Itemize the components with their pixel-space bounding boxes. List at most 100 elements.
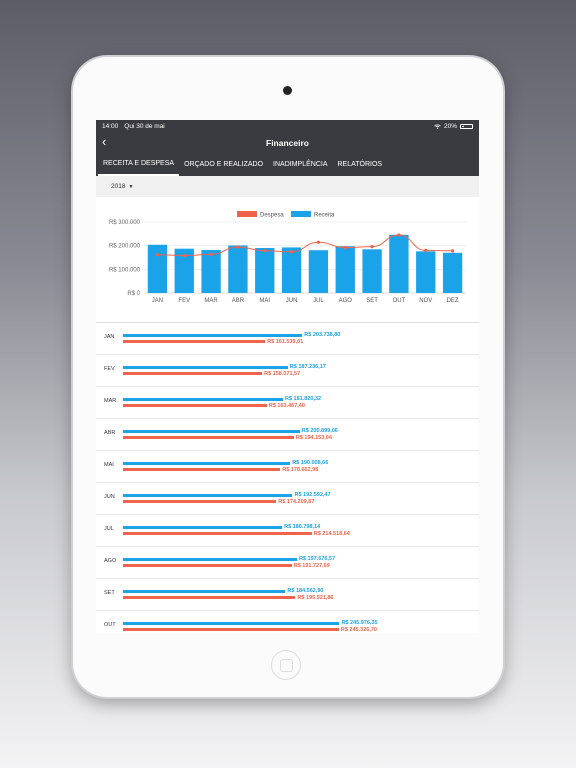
receita-value: R$ 181.820,32	[285, 396, 322, 402]
tab-orcado-realizado[interactable]: ORÇADO E REALIZADO	[184, 161, 264, 168]
x-tick-label: JUN	[286, 298, 298, 304]
legend-receita-swatch	[291, 211, 311, 217]
despesa-bar	[123, 404, 267, 407]
despesa-bar	[123, 340, 266, 343]
x-tick-label: FEV	[178, 298, 190, 304]
month-label: AGO	[104, 558, 117, 564]
bar-receita	[308, 250, 329, 293]
tab-receita-despesa[interactable]: RECEITA E DESPESA	[98, 153, 180, 176]
month-row[interactable]: JUN R$ 192.592,47 R$ 174.209,87	[96, 483, 479, 515]
status-time: 14:00	[102, 122, 119, 130]
despesa-value: R$ 194.153,04	[295, 435, 332, 441]
x-tick-label: SET	[366, 298, 378, 304]
wifi-icon	[434, 123, 441, 129]
despesa-bar	[123, 532, 312, 535]
point-despesa	[343, 246, 347, 250]
month-row[interactable]: MAR R$ 181.820,32 R$ 163.467,40	[96, 387, 479, 419]
back-icon[interactable]: ‹	[102, 134, 107, 149]
receita-value: R$ 192.592,47	[294, 492, 331, 498]
despesa-value: R$ 214.518,64	[313, 531, 350, 537]
x-tick-label: MAI	[259, 298, 270, 304]
despesa-bar	[123, 628, 339, 631]
month-label: OUT	[104, 622, 116, 628]
despesa-value: R$ 174.209,87	[278, 499, 315, 505]
point-despesa	[209, 252, 213, 256]
bar-receita	[416, 251, 436, 293]
month-row[interactable]: JAN R$ 203.738,80 R$ 161.539,01	[96, 323, 479, 355]
x-tick-label: DEZ	[447, 298, 459, 304]
y-tick-label: R$ 300.000	[109, 220, 141, 226]
point-despesa	[155, 253, 160, 257]
receita-bar	[123, 526, 283, 529]
point-despesa	[289, 250, 294, 254]
receita-value: R$ 200.899,06	[301, 428, 338, 434]
month-label: ABR	[104, 430, 116, 436]
status-date: Qui 30 de mai	[124, 122, 165, 130]
bar-receita	[174, 248, 194, 293]
despesa-value: R$ 163.467,40	[268, 403, 305, 409]
year-filter[interactable]: 2018 ▼	[96, 176, 479, 197]
despesa-value: R$ 161.539,01	[267, 339, 304, 345]
bar-receita	[228, 245, 248, 293]
receita-bar	[123, 430, 300, 433]
month-row[interactable]: ABR R$ 200.899,06 R$ 194.153,04	[96, 419, 479, 451]
despesa-value: R$ 191.727,69	[293, 563, 330, 569]
point-despesa	[182, 253, 186, 258]
x-tick-label: AGO	[339, 298, 353, 304]
bar-receita	[442, 252, 463, 293]
point-despesa	[397, 233, 401, 237]
receita-value: R$ 197.676,57	[298, 556, 336, 562]
month-label: FEV	[104, 366, 115, 372]
bar-receita	[255, 248, 275, 293]
receita-bar	[123, 558, 297, 561]
point-despesa	[370, 245, 374, 249]
despesa-bar	[123, 436, 294, 439]
home-button[interactable]	[271, 650, 301, 680]
legend-despesa-swatch	[237, 211, 257, 217]
chevron-down-icon[interactable]: ▼	[128, 183, 134, 190]
despesa-bar	[123, 500, 277, 503]
month-label: JUN	[104, 494, 115, 500]
month-label: MAI	[104, 462, 114, 468]
month-row[interactable]: AGO R$ 197.676,57 R$ 191.727,69	[96, 547, 479, 579]
month-row[interactable]: FEV R$ 187.236,17 R$ 158.071,57	[96, 355, 479, 387]
tab-relatorios[interactable]: RELATÓRIOS	[337, 161, 383, 168]
receita-value: R$ 203.738,80	[304, 332, 341, 338]
x-tick-label: ABR	[232, 298, 245, 304]
page-title: Financeiro	[266, 137, 309, 148]
month-label: JUL	[104, 526, 114, 532]
y-tick-label: R$ 200.000	[109, 244, 141, 250]
battery-percent: 20%	[443, 122, 457, 130]
tab-inadimplencia[interactable]: INADIMPLÊNCIA	[273, 161, 328, 168]
content-panel: Despesa Receita R$ 0 R$ 100.000 R$ 200.000 R…	[96, 197, 479, 633]
x-tick-label: MAR	[204, 298, 218, 304]
app-screen: 14:00 Qui 30 de mai 20% ‹ Financeiro REC…	[96, 120, 479, 633]
x-tick-label: JUL	[313, 298, 324, 304]
month-row[interactable]: SET R$ 184.562,90 R$ 195.921,86	[96, 579, 479, 611]
month-row[interactable]: JUL R$ 180.798,14 R$ 214.518,64	[96, 515, 479, 547]
year-select-value[interactable]: 2018	[111, 183, 126, 190]
receita-bar	[123, 494, 293, 497]
receita-value: R$ 190.008,66	[292, 460, 329, 466]
month-row[interactable]: OUT R$ 245.976,35 R$ 245.326,70	[96, 611, 479, 633]
y-tick-label: R$ 100.000	[109, 267, 141, 273]
receita-value: R$ 187.236,17	[289, 364, 326, 370]
x-tick-label: JAN	[152, 298, 163, 304]
despesa-value: R$ 195.921,86	[297, 595, 334, 601]
x-tick-label: OUT	[393, 298, 406, 304]
bar-receita	[281, 247, 302, 293]
bar-receita	[389, 234, 409, 293]
despesa-value: R$ 245.326,70	[340, 627, 377, 633]
receita-value: R$ 245.976,35	[341, 620, 378, 626]
nav-bar: ‹ Financeiro	[96, 132, 479, 153]
point-despesa	[263, 249, 267, 253]
point-despesa	[316, 240, 321, 244]
despesa-bar	[123, 564, 292, 567]
receita-bar	[123, 398, 283, 401]
point-despesa	[424, 248, 428, 252]
tab-bar: RECEITA E DESPESA ORÇADO E REALIZADO INA…	[96, 153, 479, 176]
chart-svg: Despesa Receita R$ 0 R$ 100.000 R$ 200.000 R…	[109, 211, 466, 304]
monthly-list: JAN R$ 203.738,80 R$ 161.539,01 FEV R$ 187.2…	[96, 323, 479, 633]
month-label: SET	[104, 590, 115, 596]
month-row[interactable]: MAI R$ 190.008,66 R$ 178.662,98	[96, 451, 479, 483]
